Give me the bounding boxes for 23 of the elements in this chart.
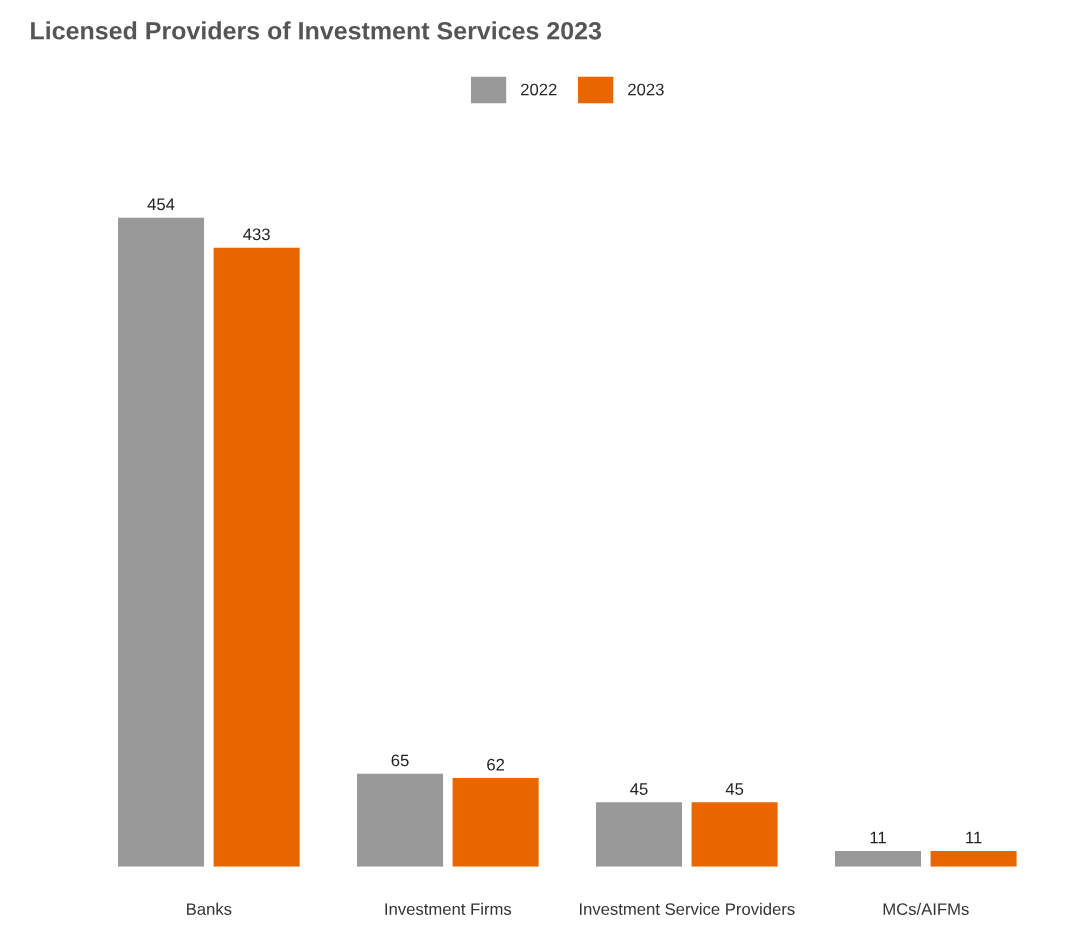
legend-label: 2023 [628, 83, 664, 96]
x-tick-label: Banks [187, 902, 232, 916]
x-tick-label: MCs/AIFMs [883, 902, 969, 916]
bar [691, 802, 778, 867]
data-label: 11 [966, 831, 982, 844]
data-label: 433 [243, 228, 270, 241]
bar [213, 247, 300, 867]
data-label: 45 [630, 783, 648, 795]
chart-title: Licensed Providers of Investment Services 2023 [31, 21, 602, 40]
bar [834, 850, 922, 867]
bar [930, 850, 1017, 867]
data-label: 62 [487, 758, 505, 771]
bar [596, 802, 683, 867]
legend-label: 2022 [521, 83, 557, 96]
bar [357, 773, 444, 867]
x-tick-label: Investment Service Providers [579, 902, 795, 916]
x-tick-label: Investment Firms [385, 902, 512, 916]
data-label: 454 [147, 198, 175, 211]
bar [118, 217, 205, 867]
data-label: 45 [725, 783, 744, 795]
data-label: 11 [870, 831, 886, 844]
bar [452, 778, 539, 867]
data-label: 65 [391, 754, 409, 767]
